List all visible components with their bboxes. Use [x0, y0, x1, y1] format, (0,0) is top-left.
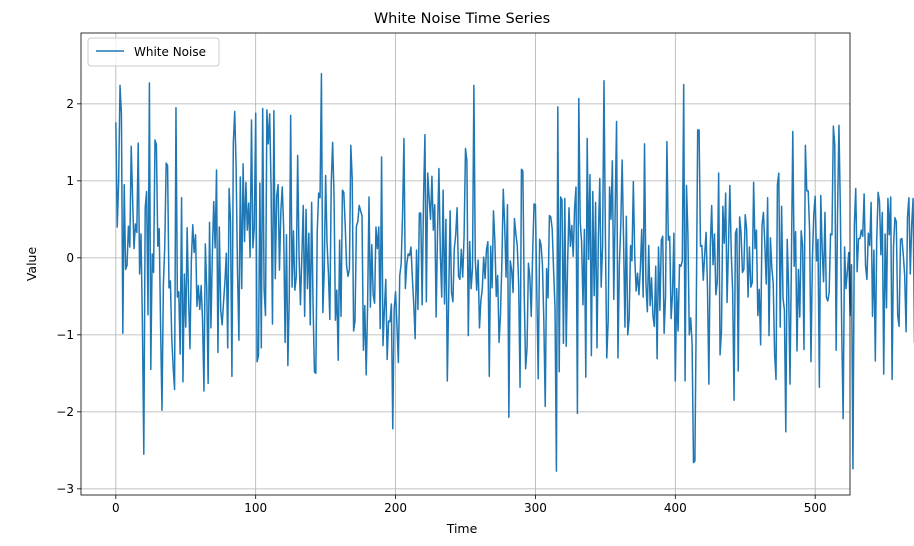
white-noise-series-line	[115, 73, 914, 472]
x-axis-label: Time	[446, 521, 478, 536]
legend: White Noise	[87, 37, 220, 67]
x-tick-label: 400	[664, 501, 687, 515]
x-tick-label: 500	[804, 501, 827, 515]
x-tick-label: 0	[112, 501, 120, 515]
legend-label-white-noise: White Noise	[134, 45, 206, 59]
chart-title: White Noise Time Series	[374, 11, 550, 27]
y-tick-label: −3	[56, 482, 74, 496]
y-tick-label: 2	[66, 97, 74, 111]
x-tick-label: 200	[384, 501, 407, 515]
y-tick-label: 0	[66, 251, 74, 265]
y-axis-label: Value	[24, 247, 39, 282]
y-tick-label: −2	[56, 405, 74, 419]
x-axis-ticks: 0 100 200 300 400 500	[112, 495, 827, 515]
legend-box	[87, 37, 220, 67]
y-tick-label: 1	[66, 174, 74, 188]
x-tick-label: 300	[524, 501, 547, 515]
y-axis-ticks: −3 −2 −1 0 1 2	[56, 97, 81, 496]
plot-frame	[80, 32, 851, 496]
x-tick-label: 100	[244, 501, 267, 515]
y-tick-label: −1	[56, 328, 74, 342]
